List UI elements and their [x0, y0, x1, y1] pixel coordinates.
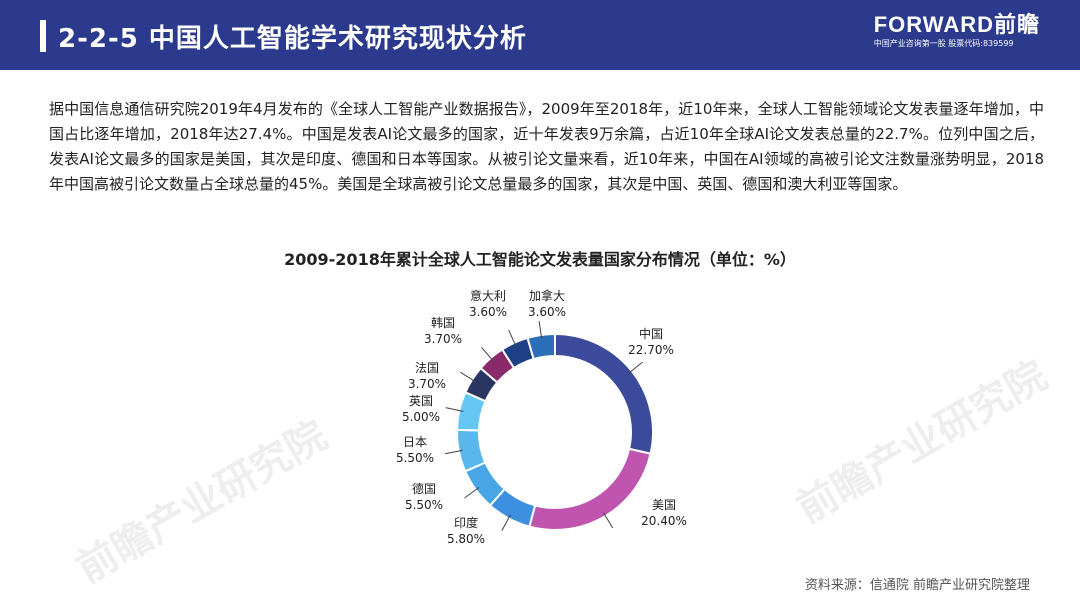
- donut-slice-canada: [526, 332, 556, 361]
- brand-logo-text: FORWARD前瞻: [873, 12, 1040, 37]
- slice-label-japan: 日本: [403, 435, 427, 449]
- leader-line-china: [628, 361, 643, 374]
- slice-label-uk: 英国: [409, 394, 433, 408]
- slice-label-germany: 德国: [412, 481, 436, 496]
- slice-value-japan: 5.50%: [396, 451, 434, 465]
- slice-value-italy: 3.60%: [469, 305, 507, 319]
- body-paragraph: 据中国信息通信研究院2019年4月发布的《全球人工智能产业数据报告》，2009年…: [49, 100, 1044, 193]
- slice-label-france: 法国: [415, 361, 439, 375]
- leader-line-korea: [481, 347, 494, 362]
- leader-line-india: [501, 514, 511, 531]
- slice-value-germany: 5.50%: [405, 498, 443, 512]
- source-note: 资料来源：信通院 前瞻产业研究院整理: [804, 578, 1030, 593]
- slice-value-india: 5.80%: [447, 532, 485, 546]
- leader-line-canada: [538, 321, 543, 340]
- slice-label-canada: 加拿大: [529, 288, 565, 303]
- leader-line-italy: [508, 329, 517, 347]
- slice-label-korea: 韩国: [431, 315, 455, 330]
- slice-value-korea: 3.70%: [424, 332, 462, 346]
- leader-line-japan: [445, 449, 463, 455]
- leader-line-france: [460, 371, 476, 383]
- slice-label-india: 印度: [454, 515, 478, 530]
- slice-value-usa: 20.40%: [641, 514, 687, 528]
- slice-value-uk: 5.00%: [402, 410, 440, 424]
- chart-title: 2009-2018年累计全球人工智能论文发表量国家分布情况（单位：%）: [284, 250, 796, 269]
- brand-subtitle: 中国产业咨询第一股 股票代码:839599: [873, 39, 1014, 48]
- slice-label-italy: 意大利: [470, 288, 506, 303]
- title-accent-bar: [40, 20, 46, 52]
- header-bar: 2-2-5 中国人工智能学术研究现状分析 FORWARD前瞻 中国产业咨询第一股…: [0, 0, 1080, 70]
- leader-line-germany: [464, 486, 480, 499]
- slice-value-china: 22.70%: [628, 343, 674, 357]
- brand-logo: FORWARD前瞻 中国产业咨询第一股 股票代码:839599: [874, 12, 1040, 50]
- donut-slice-usa: [528, 447, 652, 531]
- slice-label-usa: 美国: [652, 498, 676, 512]
- leader-line-uk: [445, 407, 464, 413]
- slice-label-china: 中国: [639, 326, 663, 341]
- slice-value-canada: 3.60%: [528, 305, 566, 319]
- leader-line-usa: [603, 512, 614, 529]
- page-title: 2-2-5 中国人工智能学术研究现状分析: [58, 24, 527, 54]
- slice-value-france: 3.70%: [408, 377, 446, 391]
